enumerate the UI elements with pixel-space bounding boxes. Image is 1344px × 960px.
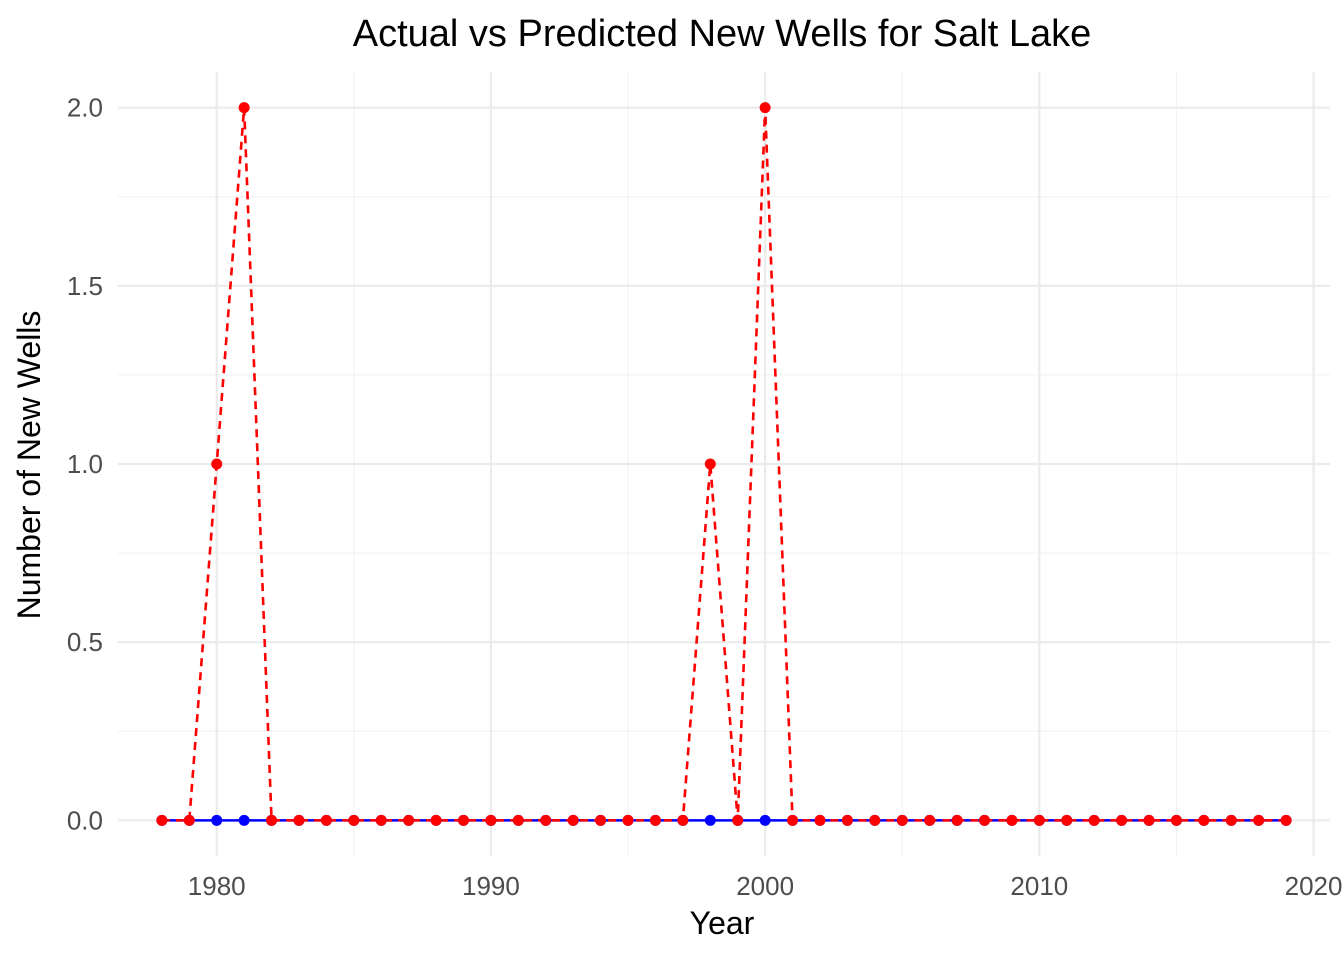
x-tick-label: 2000 bbox=[736, 871, 794, 901]
series-2-point bbox=[403, 814, 415, 826]
series-2-point bbox=[1006, 814, 1018, 826]
series-1-point bbox=[238, 814, 250, 826]
series-2-point bbox=[649, 814, 661, 826]
series-1-point bbox=[211, 814, 223, 826]
minor-gridlines bbox=[118, 72, 1330, 856]
series-2-point bbox=[320, 814, 332, 826]
series-2-point bbox=[183, 814, 195, 826]
y-tick-label: 0.5 bbox=[67, 627, 103, 657]
x-tick-label: 2020 bbox=[1285, 871, 1343, 901]
series-2-point bbox=[1061, 814, 1073, 826]
x-tick-label: 1990 bbox=[462, 871, 520, 901]
series-2-point bbox=[485, 814, 497, 826]
series-2-point bbox=[896, 814, 908, 826]
series-2-point bbox=[924, 814, 936, 826]
series-2-point bbox=[951, 814, 963, 826]
series-2-point bbox=[1143, 814, 1155, 826]
series-2-point bbox=[677, 814, 689, 826]
series-2-point bbox=[787, 814, 799, 826]
series-2-point bbox=[293, 814, 305, 826]
series-points bbox=[156, 102, 1292, 826]
series-2-point bbox=[156, 814, 168, 826]
y-axis-title: Number of New Wells bbox=[11, 311, 47, 620]
series-2-point bbox=[211, 458, 223, 470]
x-tick-label: 1980 bbox=[188, 871, 246, 901]
series-2-point bbox=[841, 814, 853, 826]
series-2-point bbox=[1198, 814, 1210, 826]
series-2-point bbox=[567, 814, 579, 826]
series-2-point bbox=[978, 814, 990, 826]
series-2-point bbox=[704, 458, 716, 470]
y-axis-ticks: 0.0 0.5 1.0 1.5 2.0 bbox=[67, 93, 103, 836]
chart-title: Actual vs Predicted New Wells for Salt L… bbox=[353, 13, 1092, 55]
series-2-point bbox=[759, 102, 771, 114]
series-2-point bbox=[1253, 814, 1265, 826]
series-2-point bbox=[540, 814, 552, 826]
y-tick-label: 1.0 bbox=[67, 449, 103, 479]
series-2-point bbox=[348, 814, 360, 826]
series-1-point bbox=[704, 814, 716, 826]
series-2-point bbox=[1280, 814, 1292, 826]
x-axis-ticks: 1980 1990 2000 2010 2020 bbox=[188, 871, 1343, 901]
series-2-point bbox=[266, 814, 278, 826]
y-tick-label: 0.0 bbox=[67, 805, 103, 835]
series-2-point bbox=[1225, 814, 1237, 826]
series-2-point bbox=[1088, 814, 1100, 826]
series-2-point bbox=[1033, 814, 1045, 826]
series-2-point bbox=[375, 814, 387, 826]
series-2-point bbox=[1170, 814, 1182, 826]
series-2-point bbox=[814, 814, 826, 826]
x-axis-title: Year bbox=[690, 905, 755, 941]
major-gridlines bbox=[118, 72, 1330, 856]
series-2-point bbox=[238, 102, 250, 114]
y-tick-label: 1.5 bbox=[67, 271, 103, 301]
series-1-point bbox=[759, 814, 771, 826]
series-2-point bbox=[458, 814, 470, 826]
series-2-point bbox=[512, 814, 524, 826]
x-tick-label: 2010 bbox=[1010, 871, 1068, 901]
series-2-point bbox=[430, 814, 442, 826]
y-tick-label: 2.0 bbox=[67, 93, 103, 123]
series-2-point bbox=[595, 814, 607, 826]
series-2-point bbox=[622, 814, 634, 826]
series-2-point bbox=[1116, 814, 1128, 826]
series-2-point bbox=[869, 814, 881, 826]
series-2-point bbox=[732, 814, 744, 826]
